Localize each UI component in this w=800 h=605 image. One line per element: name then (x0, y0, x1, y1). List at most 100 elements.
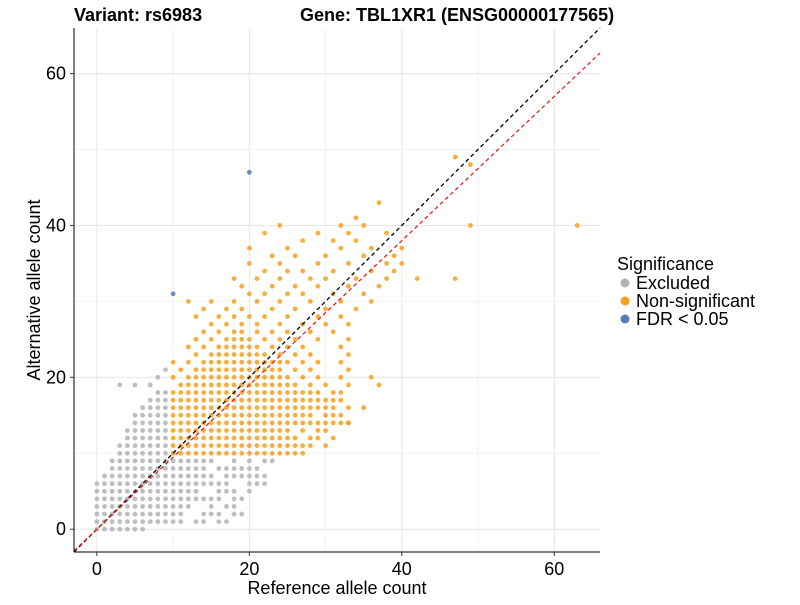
data-point: Excluded (20, 7) (246, 473, 252, 479)
data-point: Non-significant (33, 14) (346, 420, 351, 426)
data-point: Non-significant (47, 49) (452, 154, 458, 160)
reference-line-identity (73, 27, 601, 553)
data-point: Non-significant (15, 21) (208, 367, 214, 373)
data-point: Non-significant (29, 14) (315, 420, 321, 426)
data-point: Non-significant (28, 12) (307, 435, 313, 441)
data-point: Excluded (2, 6) (109, 481, 115, 487)
data-point: Non-significant (36, 30) (368, 298, 374, 304)
data-point: Non-significant (23, 11) (269, 443, 275, 449)
data-point: Non-significant (13, 17) (193, 397, 199, 403)
data-point: Excluded (15, 6) (208, 481, 214, 487)
data-point: Non-significant (17, 24) (224, 344, 229, 350)
data-point: Non-significant (16, 10) (216, 450, 222, 456)
data-point: Excluded (20, 6) (246, 481, 252, 487)
data-point: Non-significant (20, 37) (246, 245, 252, 251)
data-point: Non-significant (23, 22) (269, 359, 275, 365)
data-point: Non-significant (28, 33) (307, 276, 313, 282)
data-point: Excluded (4, 9) (124, 458, 130, 464)
data-point: Excluded (7, 17) (147, 397, 153, 403)
data-point: Non-significant (26, 18) (292, 390, 298, 395)
data-point: Non-significant (23, 13) (269, 428, 275, 433)
data-point: Non-significant (12, 20) (185, 374, 191, 380)
y-tick-label: 60 (46, 64, 66, 84)
data-point: Non-significant (33, 39) (346, 230, 351, 236)
data-point: Excluded (6, 14) (140, 420, 146, 426)
data-point: Excluded (6, 0) (140, 526, 146, 532)
data-point: Non-significant (19, 10) (239, 450, 245, 456)
data-point: Non-significant (21, 15) (254, 412, 260, 418)
data-point: Excluded (6, 10) (140, 450, 146, 456)
data-point: Excluded (4, 3) (124, 504, 130, 509)
data-point: Non-significant (24, 10) (277, 450, 283, 456)
data-point: Non-significant (14, 19) (201, 382, 206, 388)
data-point: Non-significant (20, 14) (246, 420, 252, 426)
data-point: Non-significant (49, 48) (468, 162, 473, 168)
data-point: Non-significant (40, 37) (399, 245, 405, 251)
data-point: Excluded (20, 9) (246, 458, 252, 464)
data-point: Non-significant (19, 24) (239, 344, 245, 350)
x-axis-ticks: 0 20 40 60 (92, 552, 564, 579)
data-point: Non-significant (18, 14) (231, 420, 237, 426)
data-point: Excluded (18, 8) (231, 466, 237, 471)
data-point: Excluded (5, 11) (132, 443, 138, 449)
data-point: Non-significant (20, 16) (246, 405, 252, 411)
data-point: Non-significant (17, 10) (224, 450, 229, 456)
data-point: Non-significant (23, 15) (269, 412, 275, 418)
legend: Significance ExcludedNon-significantFDR … (617, 254, 755, 329)
data-point: Non-significant (21, 10) (254, 450, 260, 456)
data-point: Excluded (13, 4) (193, 496, 199, 502)
data-point: Excluded (10, 2) (170, 511, 176, 517)
data-point: Non-significant (18, 33) (231, 276, 237, 282)
data-point: Non-significant (15, 25) (208, 336, 214, 342)
data-point: Non-significant (22, 39) (262, 230, 267, 236)
data-point: Excluded (5, 0) (132, 526, 138, 532)
data-point: Excluded (8, 11) (155, 443, 161, 449)
data-point: Non-significant (27, 18) (300, 390, 306, 395)
data-point: Non-significant (31, 17) (330, 397, 336, 403)
data-point: Non-significant (10, 22) (170, 359, 176, 365)
data-point: Excluded (4, 5) (124, 488, 130, 494)
data-point: Excluded (5, 2) (132, 511, 138, 517)
data-point: Non-significant (14, 12) (201, 435, 206, 441)
data-point: Non-significant (14, 29) (201, 306, 206, 312)
data-point: Excluded (3, 5) (117, 488, 123, 494)
data-point: Non-significant (10, 14) (170, 420, 176, 426)
data-point: Excluded (9, 13) (163, 428, 168, 433)
data-point: Non-significant (10, 13) (170, 428, 176, 433)
data-point: Non-significant (19, 23) (239, 352, 245, 357)
data-point: Excluded (1, 7) (102, 473, 107, 479)
data-point: Non-significant (16, 28) (216, 314, 222, 319)
data-point: Excluded (8, 12) (155, 435, 161, 441)
data-point: Excluded (9, 4) (163, 496, 168, 502)
data-point: Excluded (0, 5) (94, 488, 100, 494)
data-point: Non-significant (38, 35) (384, 261, 389, 266)
data-point: Excluded (17, 3) (224, 504, 229, 509)
data-point: Non-significant (26, 19) (292, 382, 298, 388)
data-point: Excluded (18, 9) (231, 458, 237, 464)
data-point: Non-significant (11, 14) (178, 420, 184, 426)
data-point: Non-significant (30, 17) (323, 397, 328, 403)
data-point: Non-significant (17, 19) (224, 382, 229, 388)
data-point: Non-significant (17, 25) (224, 336, 229, 342)
data-point: Excluded (3, 7) (117, 473, 123, 479)
data-point: Excluded (2, 1) (109, 519, 115, 525)
data-point: Non-significant (47, 33) (452, 276, 458, 282)
data-point: Non-significant (15, 13) (208, 428, 214, 433)
data-point: Non-significant (27, 15) (300, 412, 306, 418)
data-point: Excluded (8, 15) (155, 412, 161, 418)
data-point: Excluded (11, 1) (178, 519, 184, 525)
legend-title: Significance (617, 254, 714, 274)
data-point: Excluded (20, 5) (246, 488, 252, 494)
data-point: Excluded (3, 6) (117, 481, 123, 487)
data-point: Non-significant (24, 30) (277, 298, 283, 304)
data-point: Non-significant (27, 10) (300, 450, 306, 456)
data-point: Non-significant (20, 12) (246, 435, 252, 441)
data-point: Excluded (8, 5) (155, 488, 161, 494)
data-point: Non-significant (20, 10) (246, 450, 252, 456)
data-point: Non-significant (25, 18) (285, 390, 290, 395)
data-point: Non-significant (22, 10) (262, 450, 267, 456)
data-point: Non-significant (12, 19) (185, 382, 191, 388)
data-point: Non-significant (22, 17) (262, 397, 267, 403)
data-point: Non-significant (17, 14) (224, 420, 229, 426)
data-point: Non-significant (33, 27) (346, 321, 351, 327)
